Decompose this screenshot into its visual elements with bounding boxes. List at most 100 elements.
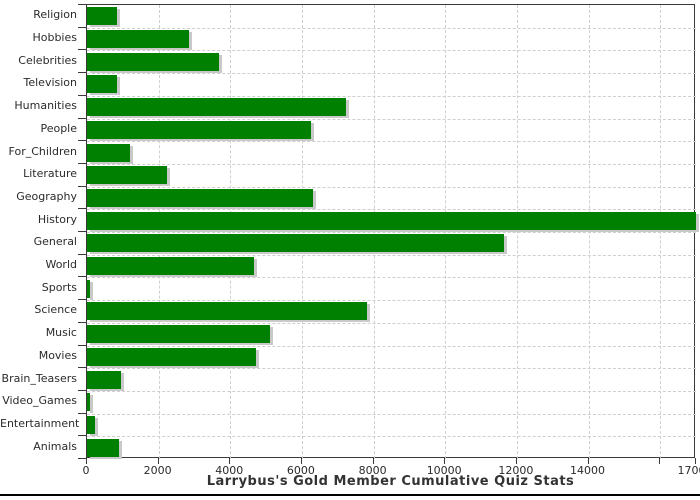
y-axis-tick [78,389,86,391]
horizontal-gridline [87,322,696,324]
category-label: Science [34,303,77,317]
bar-animals [87,438,119,457]
horizontal-gridline [87,95,696,97]
bar-sports [87,279,90,298]
x-axis-tick [372,458,374,464]
y-axis-tick [78,276,86,278]
x-tick-label: 17000 [677,464,700,477]
y-axis-tick [78,162,86,164]
y-axis-tick [78,26,86,28]
x-tick-label: 0 [82,464,90,477]
y-axis-tick [78,72,86,74]
x-tick-label: 6000 [286,464,315,477]
x-axis-tick [587,458,589,464]
category-label: World [45,258,77,272]
horizontal-gridline [87,186,696,188]
horizontal-gridline [87,300,696,302]
y-axis-tick [78,117,86,119]
bar-science [87,302,368,321]
category-label: History [37,212,77,226]
category-label: Movies [38,348,77,362]
category-label: General [33,235,77,249]
x-axis-tick [695,458,696,464]
horizontal-gridline [87,413,696,415]
bottom-divider [0,494,700,496]
category-label: Video_Games [2,394,77,408]
x-tick-label: 2000 [143,464,172,477]
bar-literature [87,166,167,185]
horizontal-gridline [87,368,696,370]
horizontal-gridline [87,27,696,29]
y-axis-tick [78,299,86,301]
category-label: Hobbies [32,31,77,44]
category-label: Humanities [14,99,77,113]
y-axis-tick [78,140,86,142]
x-tick-label: 14000 [570,464,605,477]
category-label: Geography [16,189,77,203]
horizontal-gridline [87,141,696,143]
bar-movies [87,347,257,366]
category-label: For_Children [8,144,77,158]
horizontal-gridline [87,436,696,438]
x-axis-tick [515,458,517,464]
bar-brain_teasers [87,370,121,389]
x-tick-label: 10000 [426,464,462,477]
horizontal-gridline [87,163,696,165]
y-axis-tick [78,344,86,346]
y-axis-tick [78,458,86,459]
x-axis-tick [229,458,231,464]
bar-hobbies [87,30,190,49]
category-label: Sports [41,280,77,294]
bar-general [87,234,504,253]
x-axis-tick [157,458,159,464]
y-axis-tick [78,208,86,210]
bar-world [87,257,254,276]
horizontal-gridline [87,209,696,211]
horizontal-gridline [87,277,696,279]
bar-television [87,75,118,94]
category-label: People [40,121,77,135]
horizontal-gridline [87,254,696,256]
bar-people [87,120,311,139]
x-tick-label: 8000 [358,464,387,477]
horizontal-gridline [87,50,696,52]
horizontal-gridline [87,232,696,233]
bar-celebrities [87,52,220,71]
category-label: Literature [23,167,77,181]
category-label: Television [23,76,78,90]
category-label: Brain_Teasers [1,371,77,385]
category-label: Entertainment [0,416,80,430]
y-axis-tick [78,253,86,255]
category-label: Celebrities [18,53,77,67]
bar-for_children [87,143,130,162]
y-axis-tick [78,367,86,369]
bar-religion [87,7,118,26]
y-axis-tick [78,435,86,437]
chart-title: Larrybus's Gold Member Cumulative Quiz S… [206,474,575,489]
category-label: Animals [33,439,77,453]
y-axis-tick [78,321,86,323]
horizontal-gridline [87,345,696,347]
x-axis-tick [659,458,661,464]
x-axis-tick [86,458,87,464]
bar-history [87,211,696,230]
bar-humanities [87,98,346,117]
category-label: Religion [33,8,77,22]
x-tick-label: 12000 [498,464,534,477]
y-axis-tick [78,94,86,96]
horizontal-gridline [87,73,696,75]
y-axis-tick [78,412,86,414]
y-axis-tick [78,231,86,232]
y-axis-tick [78,4,86,5]
category-label: Music [45,326,77,340]
bar-geography [87,188,313,207]
bar-music [87,325,271,344]
horizontal-gridline [87,390,696,392]
y-axis-tick [78,185,86,187]
bar-entertainment [87,415,95,434]
horizontal-gridline [87,118,696,120]
y-axis-tick [78,49,86,51]
plot-area [86,4,696,459]
x-axis-tick [300,458,302,464]
